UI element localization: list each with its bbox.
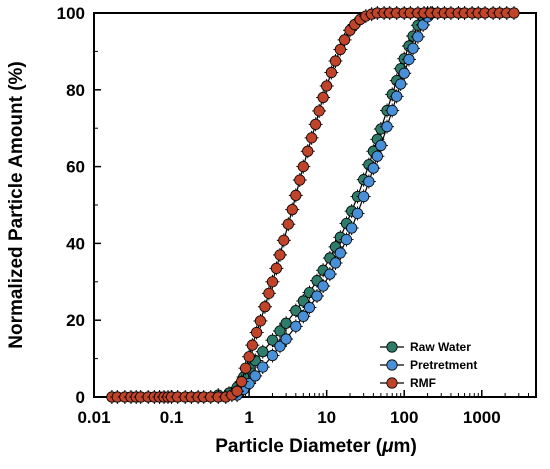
legend-label: Pretretment (410, 358, 477, 372)
x-tick-label: 1 (244, 408, 253, 427)
data-point (254, 315, 267, 327)
data-point (290, 304, 302, 317)
legend-item: RMF (380, 376, 436, 390)
legend-label: RMF (410, 376, 436, 390)
x-tick-label: 0.1 (160, 408, 184, 427)
y-tick-label: 100 (57, 4, 85, 23)
data-point (251, 326, 263, 339)
data-point (297, 310, 309, 322)
legend-marker (386, 359, 398, 371)
series-layer (104, 6, 521, 404)
data-point (395, 78, 407, 90)
data-point (303, 301, 316, 314)
data-point (302, 145, 314, 157)
x-tick-label: 100 (390, 408, 418, 427)
legend-marker (386, 377, 398, 389)
data-point (257, 346, 269, 358)
data-point (508, 7, 520, 19)
data-point (321, 80, 333, 92)
data-point (412, 31, 424, 43)
data-point (231, 385, 243, 397)
series-raw-water (211, 6, 435, 403)
data-point (263, 287, 275, 299)
y-tick-label: 40 (66, 234, 85, 253)
data-point (294, 174, 306, 186)
data-point (266, 276, 279, 288)
y-tick-label: 20 (66, 311, 85, 330)
data-point (407, 42, 419, 54)
legend-item: Pretretment (380, 358, 477, 372)
data-point (282, 218, 294, 230)
data-point (239, 362, 252, 374)
y-axis-ticks: 0 20 40 60 80 100 (57, 4, 101, 407)
data-point (235, 376, 248, 388)
data-point (334, 43, 346, 56)
data-point (371, 150, 383, 162)
data-point (340, 233, 353, 246)
data-point (290, 320, 302, 332)
data-point (274, 325, 286, 337)
data-point (363, 175, 375, 188)
data-point (358, 190, 370, 203)
data-point (249, 370, 261, 382)
data-point (391, 90, 403, 102)
data-point (329, 55, 342, 67)
data-point (367, 162, 379, 174)
data-point (274, 340, 286, 352)
data-point (274, 249, 286, 261)
data-point (306, 132, 318, 144)
data-point (266, 334, 279, 346)
data-point (259, 301, 271, 313)
x-tick-label: 10 (317, 408, 336, 427)
data-point (317, 280, 329, 292)
data-point (375, 139, 387, 152)
data-point (324, 268, 336, 280)
data-point (297, 161, 309, 173)
data-point (334, 247, 346, 259)
data-point (280, 333, 292, 345)
data-point (313, 105, 325, 117)
data-point (381, 121, 393, 133)
data-point (246, 339, 258, 351)
data-point (278, 234, 290, 246)
x-tick-label: 0.01 (77, 408, 110, 427)
data-point (329, 257, 342, 269)
data-point (270, 262, 283, 274)
data-point (280, 317, 292, 329)
y-axis-title: Normalized Particle Amount (%) (6, 61, 27, 349)
data-point (351, 207, 364, 220)
data-point (317, 91, 329, 104)
data-point (403, 53, 415, 66)
data-point (325, 66, 337, 79)
data-point (290, 189, 302, 201)
series-pretretment (230, 6, 440, 403)
y-tick-label: 60 (66, 158, 85, 177)
x-axis-title: Particle Diameter (μm) (215, 436, 417, 457)
data-point (257, 361, 269, 373)
series-rmf (104, 6, 521, 404)
y-tick-label: 0 (76, 388, 85, 407)
legend-item: Raw Water (380, 340, 471, 354)
data-point (243, 351, 255, 363)
data-point (310, 118, 322, 130)
y-tick-label: 80 (66, 81, 85, 100)
data-point (338, 34, 351, 46)
x-tick-label: 1000 (463, 408, 501, 427)
data-point (398, 67, 410, 79)
legend-label: Raw Water (410, 340, 471, 354)
data-point (386, 104, 398, 117)
legend: Raw Water Pretretment RMF (380, 340, 477, 390)
data-point (346, 222, 358, 234)
data-point (286, 204, 298, 216)
data-point (311, 290, 323, 302)
legend-marker (386, 341, 398, 353)
data-point (266, 349, 279, 362)
